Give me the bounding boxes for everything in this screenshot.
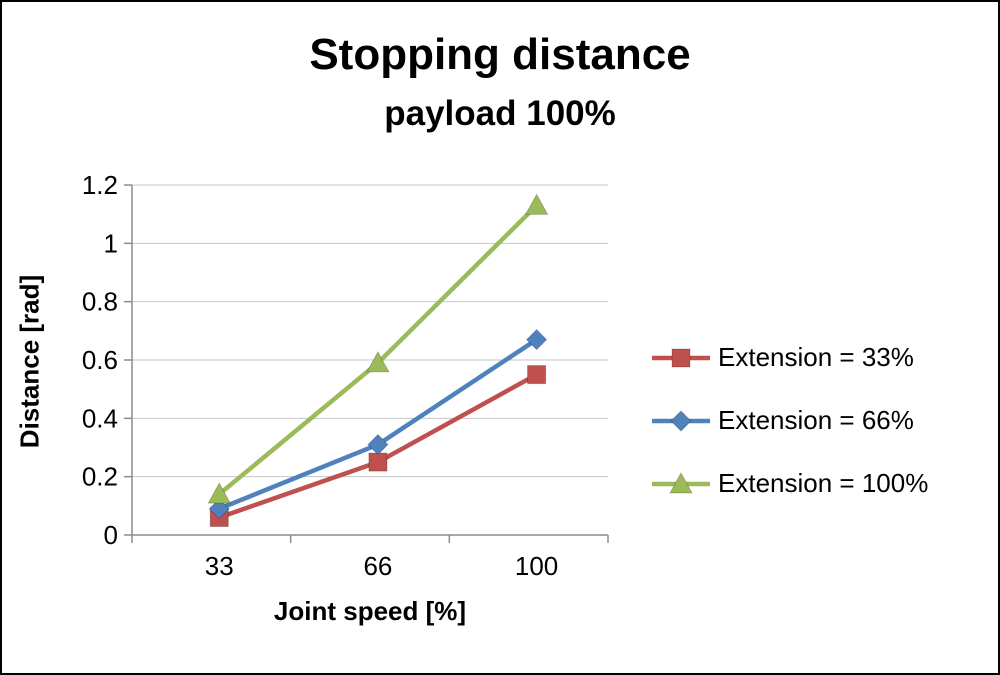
- legend-item: Extension = 66%: [650, 405, 928, 436]
- data-point-marker: [366, 350, 390, 373]
- y-tick-label: 1: [104, 228, 118, 258]
- legend-item: Extension = 33%: [650, 342, 928, 373]
- y-tick-label: 0.8: [82, 287, 118, 317]
- data-point-marker: [368, 452, 388, 472]
- y-tick-label: 0.4: [82, 403, 118, 433]
- legend-label: Extension = 66%: [718, 405, 914, 435]
- chart-subtitle: payload 100%: [384, 94, 616, 133]
- x-tick-label: 100: [515, 551, 558, 581]
- data-point-marker: [525, 328, 548, 351]
- data-point-marker: [208, 498, 230, 520]
- y-tick-label: 0: [104, 520, 118, 550]
- legend-sample: [652, 471, 710, 493]
- data-point-marker: [524, 193, 549, 215]
- data-point-marker: [207, 482, 232, 504]
- data-point-marker: [527, 365, 547, 385]
- legend: Extension = 33% Extension = 66% Extension …: [650, 342, 928, 499]
- chart-title: Stopping distance: [309, 30, 691, 79]
- legend-sample: [652, 348, 710, 367]
- x-axis-title: Joint speed [%]: [273, 596, 467, 626]
- y-tick-label: 1.2: [82, 170, 118, 200]
- legend-marker-diamond-icon: [670, 409, 692, 432]
- y-axis-title: Distance [rad]: [14, 274, 45, 449]
- legend-item: Extension = 100%: [650, 468, 928, 499]
- legend-label: Extension = 33%: [718, 342, 914, 372]
- legend-marker-square-icon: [671, 348, 691, 367]
- legend-marker-triangle-icon: [669, 471, 693, 493]
- legend-sample: [652, 409, 710, 432]
- x-tick-label: 33: [205, 551, 234, 581]
- data-point-marker: [367, 433, 389, 456]
- x-tick-label: 66: [363, 551, 392, 581]
- y-tick-label: 0.2: [82, 462, 118, 492]
- legend-label: Extension = 100%: [718, 468, 929, 498]
- y-tick-label: 0.6: [82, 345, 118, 375]
